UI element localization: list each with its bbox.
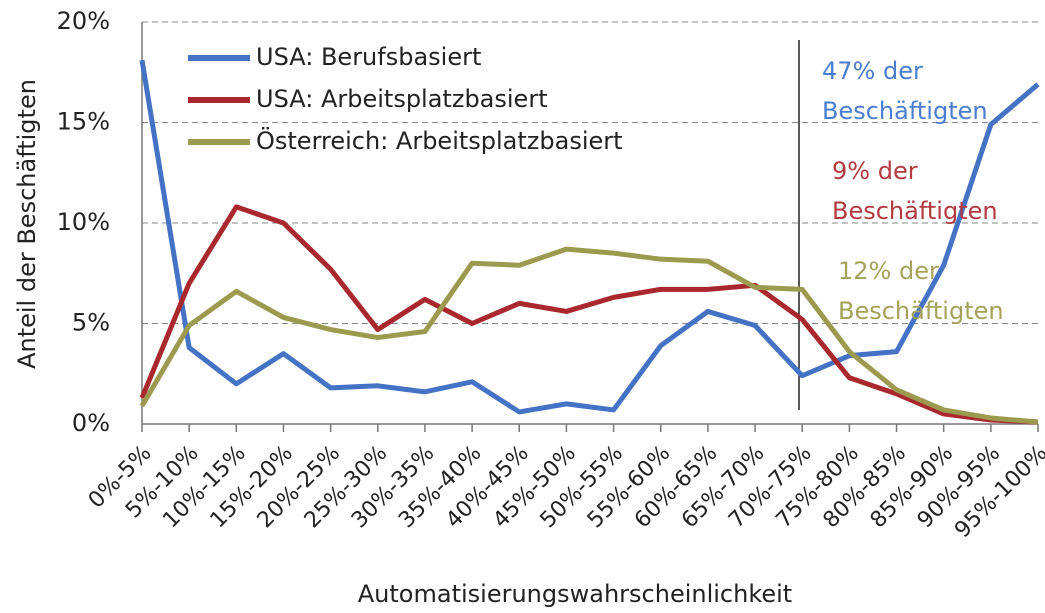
x-axis-title: Automatisierungswahrscheinlichkeit	[358, 580, 792, 608]
y-tick-label: 5%	[72, 309, 110, 337]
series-line	[139, 59, 1040, 415]
annotation: 12% der	[838, 257, 939, 285]
legend-label: USA: Arbeitsplatzbasiert	[256, 85, 548, 113]
y-axis-title: Anteil der Beschäftigten	[13, 79, 41, 369]
annotation: 47% der	[822, 57, 923, 85]
legend-label: Österreich: Arbeitsplatzbasiert	[256, 126, 623, 155]
y-tick-label: 10%	[57, 208, 110, 236]
annotation: Beschäftigten	[838, 297, 1004, 325]
y-tick-label: 15%	[57, 108, 110, 136]
series-line	[139, 204, 1039, 425]
y-tick-label: 0%	[72, 409, 110, 437]
y-tick-label: 20%	[57, 7, 110, 35]
legend-label: USA: Berufsbasiert	[256, 43, 481, 71]
annotation: Beschäftigten	[822, 97, 988, 125]
annotation: 9% der	[832, 157, 918, 185]
annotation: Beschäftigten	[832, 197, 998, 225]
series-line	[139, 246, 1039, 425]
